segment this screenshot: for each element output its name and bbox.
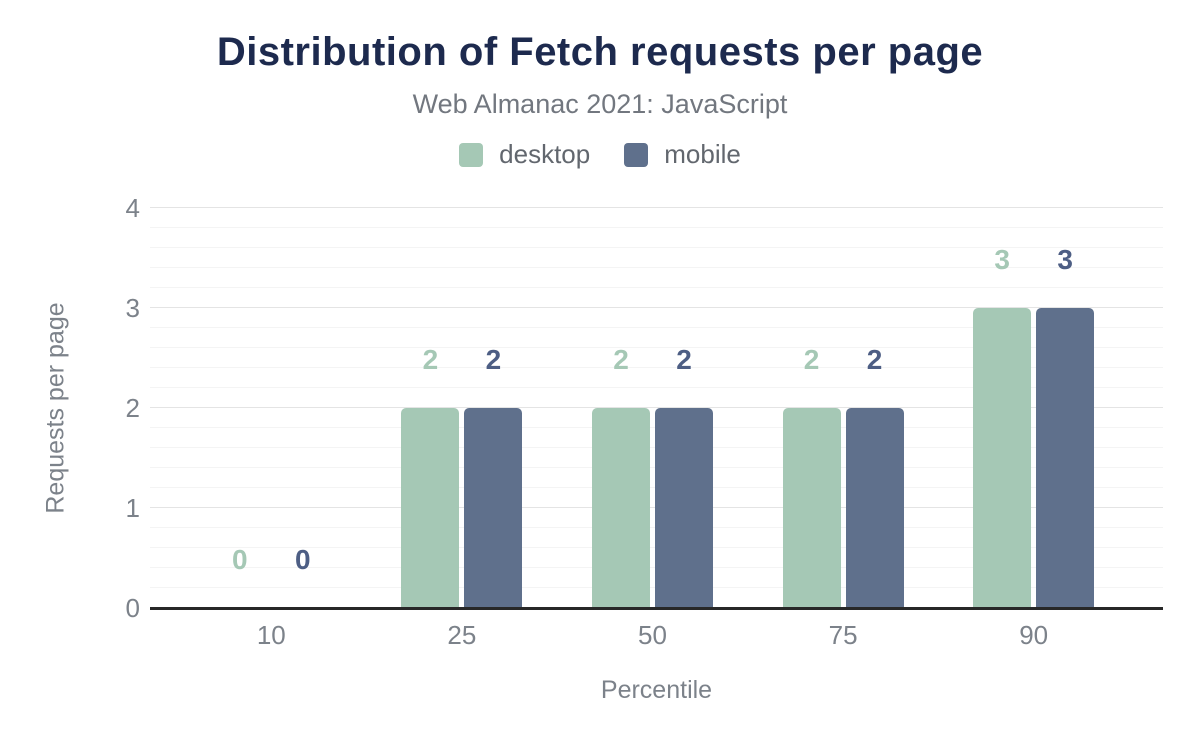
y-tick-label: 1: [125, 493, 140, 523]
gridline-minor: [150, 247, 1163, 248]
gridline-minor: [150, 387, 1163, 388]
bar-value-label-desktop: 0: [232, 544, 248, 575]
gridline-minor: [150, 367, 1163, 368]
y-tick-label: 0: [125, 593, 140, 623]
bar-value-label-mobile: 2: [485, 344, 502, 375]
bar-mobile-p90: [1036, 308, 1095, 608]
legend-label: mobile: [664, 139, 741, 169]
x-tick-label: 90: [1019, 620, 1049, 650]
bar-column-mobile-p90: 3: [1036, 244, 1095, 608]
bar-desktop-p50: [591, 408, 650, 608]
bar-column-mobile-p10: 0: [274, 545, 332, 608]
bar-column-desktop-p75: 2: [782, 344, 841, 608]
legend-label: desktop: [499, 139, 591, 169]
y-tick-label: 4: [125, 193, 140, 223]
bar-desktop-p25: [401, 408, 460, 608]
bar-column-desktop-p90: 3: [973, 244, 1032, 608]
gridline-major: [150, 407, 1163, 408]
bar-mobile-p50: [654, 408, 713, 608]
bar-value-label-desktop: 3: [994, 244, 1010, 275]
x-tick-label: 10: [256, 620, 286, 650]
bar-desktop-p90: [973, 308, 1032, 608]
x-tick-label: 50: [638, 620, 667, 650]
x-tick-labels: 10 25 50 75 90: [150, 620, 1163, 651]
x-tick-label: 75: [828, 620, 858, 650]
legend-swatch-mobile: [624, 142, 649, 167]
bar-value-label-mobile: 2: [866, 344, 883, 375]
legend-item-desktop[interactable]: desktop: [459, 139, 590, 170]
bar-value-label-mobile: 0: [295, 544, 311, 575]
bar-column-desktop-p10: 0: [211, 545, 269, 608]
y-tick-label: 2: [125, 393, 140, 423]
legend-item-mobile[interactable]: mobile: [624, 139, 741, 170]
gridline-minor: [150, 227, 1163, 228]
gridline-minor: [150, 327, 1163, 328]
x-axis-line: [150, 607, 1163, 610]
bar-column-mobile-p50: 2: [654, 344, 713, 608]
gridline-minor: [150, 267, 1163, 268]
bar-mobile-p25: [464, 408, 523, 608]
bar-value-label-desktop: 2: [803, 344, 820, 375]
x-axis-title: Percentile: [600, 676, 713, 704]
bar-desktop-p75: [782, 408, 841, 608]
gridline-minor: [150, 287, 1163, 288]
legend: desktop mobile: [0, 139, 1200, 170]
bar-mobile-p75: [845, 408, 904, 608]
gridline-minor: [150, 347, 1163, 348]
bar-column-desktop-p25: 2: [401, 344, 460, 608]
bar-value-label-mobile: 2: [676, 344, 692, 375]
y-axis-title: Requests per page: [41, 302, 70, 514]
gridline-major: [150, 207, 1163, 208]
bar-column-mobile-p25: 2: [464, 344, 523, 608]
gridline-major: [150, 307, 1163, 308]
legend-swatch-desktop: [459, 142, 484, 167]
chart-title: Distribution of Fetch requests per page: [216, 30, 984, 74]
chart-subtitle: Web Almanac 2021: JavaScript: [412, 89, 788, 119]
bar-column-desktop-p50: 2: [591, 344, 650, 608]
x-tick-label: 25: [447, 620, 477, 650]
bar-value-label-mobile: 3: [1057, 244, 1073, 275]
y-tick-label: 3: [125, 293, 140, 323]
bar-column-mobile-p75: 2: [845, 344, 904, 608]
bar-value-label-desktop: 2: [613, 344, 629, 375]
bar-value-label-desktop: 2: [422, 344, 439, 375]
